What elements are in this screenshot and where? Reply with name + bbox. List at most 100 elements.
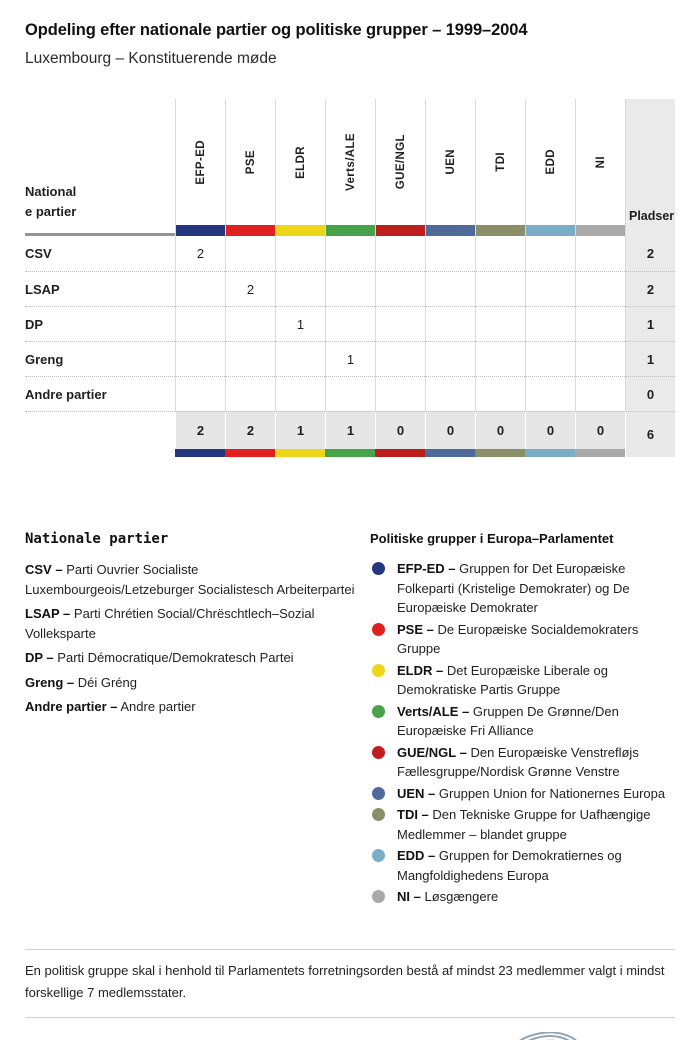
table-cell xyxy=(225,341,275,376)
group-color-bar xyxy=(526,225,575,236)
table-cell xyxy=(575,306,625,341)
group-color-bar xyxy=(475,449,525,457)
legend-abbr: Andre partier – xyxy=(25,699,118,714)
column-header-pladser: Pladser xyxy=(625,99,675,236)
table-cell: 2 xyxy=(175,236,225,271)
table-cell xyxy=(575,236,625,271)
row-total-cell: 1 xyxy=(625,341,675,376)
table-cell xyxy=(475,306,525,341)
group-color-dot xyxy=(372,786,385,800)
column-header-ni: NI xyxy=(575,99,625,236)
table-cell xyxy=(475,376,525,411)
legend-text: Parti Ouvrier Socialiste Luxembourgeois/… xyxy=(25,562,355,597)
legend-abbr: EDD – xyxy=(397,848,436,863)
page-title: Opdeling efter nationale partier og poli… xyxy=(25,21,528,39)
total-cell: 0 xyxy=(375,411,425,449)
legend-abbr: LSAP – xyxy=(25,606,71,621)
table-cell: 1 xyxy=(325,341,375,376)
group-color-bar xyxy=(375,449,425,457)
row-header-cell: National e partier xyxy=(25,99,175,236)
total-cell: 2 xyxy=(225,411,275,449)
group-color-dot xyxy=(372,562,385,575)
table-cell: 2 xyxy=(225,271,275,306)
row-label: LSAP xyxy=(25,271,175,306)
grand-total-cell: 6 xyxy=(625,411,675,457)
table-cell xyxy=(575,376,625,411)
legend-abbr: Verts/ALE – xyxy=(397,703,470,719)
row-label: Andre partier xyxy=(25,376,175,411)
table-cell xyxy=(525,236,575,271)
legend-abbr: GUE/NGL – xyxy=(397,744,467,760)
column-label: NI xyxy=(594,155,607,169)
legend-groups-heading: Politiske grupper i Europa–Parlamentet xyxy=(370,531,614,546)
column-header-gue-ngl: GUE/NGL xyxy=(375,99,425,236)
group-color-bar xyxy=(275,449,325,457)
table-cell xyxy=(475,236,525,271)
legend-item: NI – Løsgængere xyxy=(370,887,675,907)
table-cell xyxy=(175,306,225,341)
table-cell xyxy=(425,236,475,271)
column-label: GUE/NGL xyxy=(394,134,407,190)
footer-row: Kilde: Europa-Parlamentet xyxy=(25,1032,675,1040)
group-color-dot xyxy=(372,808,385,821)
column-label: EFP-ED xyxy=(194,139,207,185)
table-cell xyxy=(175,376,225,411)
table-cell xyxy=(525,376,575,411)
group-color-bar xyxy=(276,225,325,236)
group-color-bar xyxy=(326,225,375,236)
legend-abbr: Greng – xyxy=(25,674,75,690)
legend-abbr: TDI – xyxy=(397,807,429,822)
legend-item: PSE – De Europæiske Socialdemokraters Gr… xyxy=(370,620,675,659)
total-cell: 0 xyxy=(475,411,525,449)
group-color-dot xyxy=(372,849,385,862)
legend-abbr: CSV – xyxy=(25,562,63,577)
row-label: DP xyxy=(25,306,175,341)
column-header-verts-ale: Verts/ALE xyxy=(325,99,375,236)
legend-text: Det Europæiske Liberale og Demokratiske … xyxy=(397,662,609,698)
table-cell xyxy=(225,376,275,411)
legend-abbr: PSE – xyxy=(397,621,434,637)
row-total-cell: 2 xyxy=(625,236,675,271)
table-cell xyxy=(175,271,225,306)
column-label: UEN xyxy=(444,149,457,175)
legend-abbr: UEN – xyxy=(397,785,436,801)
group-color-dot xyxy=(372,704,385,718)
legends: Nationale partier CSV – Parti Ouvrier So… xyxy=(25,531,675,909)
legend-text: Déi Gréng xyxy=(77,674,137,690)
table-cell xyxy=(475,271,525,306)
legend-item: ELDR – Det Europæiske Liberale og Demokr… xyxy=(370,661,675,700)
group-color-bar xyxy=(325,449,375,457)
table-cell xyxy=(425,341,475,376)
column-header-uen: UEN xyxy=(425,99,475,236)
column-label: ELDR xyxy=(294,145,307,179)
group-color-dot xyxy=(372,745,385,759)
total-cell: 0 xyxy=(525,411,575,449)
total-cell: 0 xyxy=(425,411,475,449)
row-label: Greng xyxy=(25,341,175,376)
group-color-bar xyxy=(476,225,525,236)
legend-item: EDD – Gruppen for Demokratiernes og Mang… xyxy=(370,846,675,885)
legend-abbr: EFP-ED – xyxy=(397,561,456,576)
table-cell xyxy=(275,376,325,411)
table-cell xyxy=(225,306,275,341)
european-parliament-logo: Europa- Parlamentet xyxy=(503,1032,675,1040)
legend-item: Greng – Déi Gréng xyxy=(25,673,355,693)
legend-national-heading: Nationale partier xyxy=(25,531,169,547)
legend-item: Verts/ALE – Gruppen De Grønne/Den Europæ… xyxy=(370,702,675,741)
column-header-pse: PSE xyxy=(225,99,275,236)
legend-item: EFP-ED – Gruppen for Det Europæiske Folk… xyxy=(370,559,675,618)
column-label: PSE xyxy=(244,149,257,175)
group-color-bar xyxy=(575,449,625,457)
table-cell xyxy=(175,341,225,376)
legend-text: Gruppen for Demokratiernes og Mangfoldig… xyxy=(397,848,622,883)
group-color-dot xyxy=(372,663,385,677)
table-cell xyxy=(575,271,625,306)
legend-abbr: ELDR – xyxy=(397,662,444,678)
legend-item: LSAP – Parti Chrétien Social/Chrëschtlec… xyxy=(25,604,355,643)
table-cell xyxy=(375,271,425,306)
legend-national-parties: Nationale partier CSV – Parti Ouvrier So… xyxy=(25,531,355,909)
group-color-bar xyxy=(175,449,225,457)
group-color-bar xyxy=(376,225,425,236)
legend-text: Gruppen Union for Nationernes Europa xyxy=(438,785,666,801)
